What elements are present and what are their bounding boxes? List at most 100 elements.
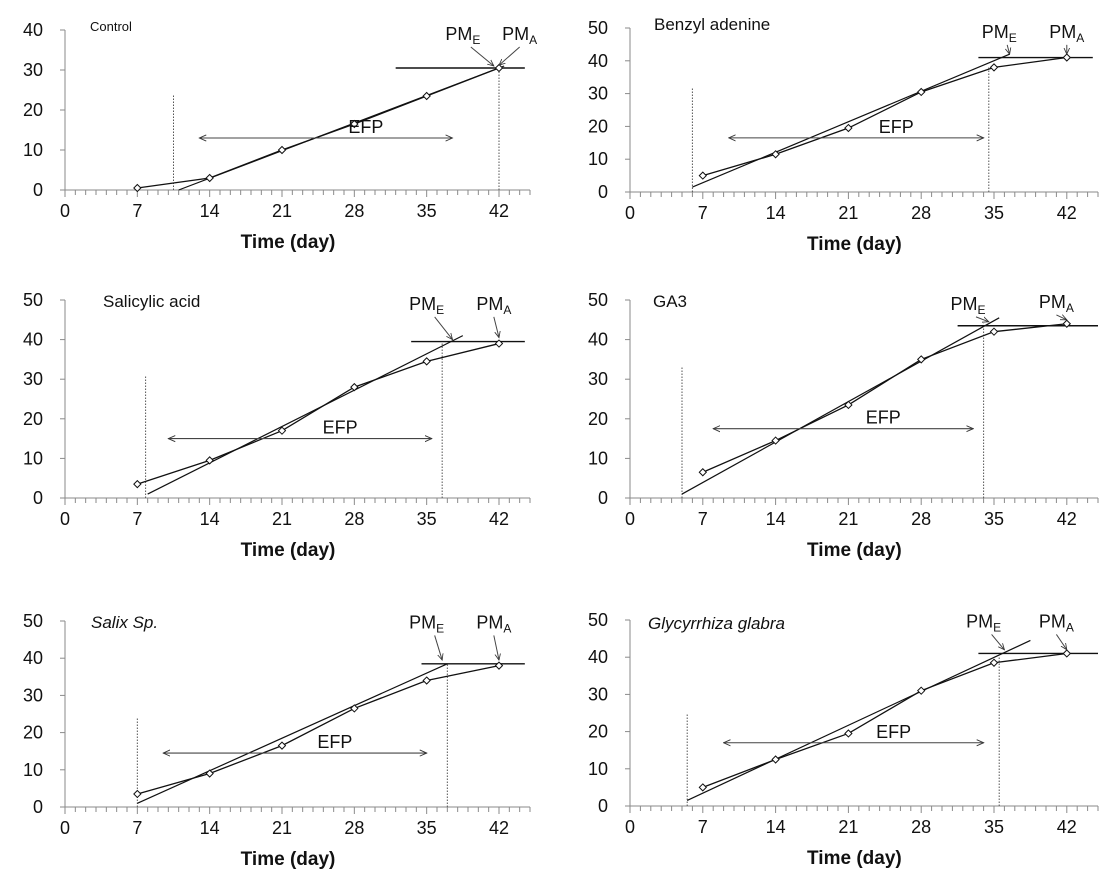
pm-e-label: PME bbox=[445, 24, 480, 47]
data-point bbox=[699, 784, 706, 791]
x-tick-label: 7 bbox=[698, 203, 708, 223]
y-tick-label: 30 bbox=[588, 369, 608, 389]
data-point bbox=[496, 65, 503, 72]
x-tick-label: 21 bbox=[838, 203, 858, 223]
pm-e-arrow bbox=[976, 317, 989, 322]
data-point bbox=[699, 172, 706, 179]
data-point bbox=[134, 790, 141, 797]
x-tick-label: 42 bbox=[489, 818, 509, 838]
efp-label: EFP bbox=[348, 117, 383, 137]
data-point bbox=[991, 64, 998, 71]
chart-title: Glycyrrhiza glabra bbox=[648, 614, 785, 633]
pm-a-arrow bbox=[494, 317, 499, 338]
x-tick-label: 0 bbox=[625, 509, 635, 529]
y-tick-label: 40 bbox=[23, 20, 43, 40]
x-tick-label: 28 bbox=[911, 817, 931, 837]
y-tick-label: 30 bbox=[23, 60, 43, 80]
series-line bbox=[703, 324, 1067, 473]
chart-panel-5: 0 7 14 21 28 35 4201020304050Time (day)Salix S… bbox=[23, 611, 530, 870]
x-tick-label: 28 bbox=[911, 509, 931, 529]
x-tick-label: 35 bbox=[417, 201, 437, 221]
x-tick-label: 0 bbox=[625, 817, 635, 837]
x-tick-label: 0 bbox=[60, 509, 70, 529]
x-tick-label: 21 bbox=[272, 509, 292, 529]
x-tick-label: 28 bbox=[344, 201, 364, 221]
series-line bbox=[137, 666, 499, 794]
chart-title: Salix Sp. bbox=[91, 613, 158, 632]
x-tick-label: 21 bbox=[838, 509, 858, 529]
y-tick-label: 0 bbox=[598, 488, 608, 508]
y-tick-label: 40 bbox=[23, 330, 43, 350]
x-tick-label: 7 bbox=[132, 509, 142, 529]
x-tick-label: 35 bbox=[984, 203, 1004, 223]
fit-line bbox=[687, 640, 1030, 800]
y-tick-label: 10 bbox=[23, 760, 43, 780]
data-point bbox=[845, 730, 852, 737]
y-tick-label: 20 bbox=[23, 409, 43, 429]
chart-panel-4: 0 7 14 21 28 35 4201020304050Time (day)GA3EFPP… bbox=[588, 290, 1098, 561]
pm-a-label: PMA bbox=[1039, 292, 1074, 315]
y-tick-label: 50 bbox=[588, 610, 608, 630]
y-tick-label: 20 bbox=[23, 100, 43, 120]
fit-line bbox=[137, 664, 447, 804]
y-tick-label: 0 bbox=[598, 796, 608, 816]
x-tick-label: 14 bbox=[766, 203, 786, 223]
data-point bbox=[423, 93, 430, 100]
x-tick-label: 35 bbox=[417, 818, 437, 838]
x-tick-label: 0 bbox=[625, 203, 635, 223]
series-line bbox=[137, 68, 499, 188]
data-point bbox=[206, 770, 213, 777]
pm-a-arrow bbox=[499, 47, 520, 65]
y-tick-label: 10 bbox=[23, 448, 43, 468]
x-tick-label: 21 bbox=[272, 201, 292, 221]
x-tick-label: 35 bbox=[984, 509, 1004, 529]
data-point bbox=[279, 742, 286, 749]
y-tick-label: 40 bbox=[588, 647, 608, 667]
y-tick-label: 20 bbox=[588, 409, 608, 429]
x-tick-label: 7 bbox=[698, 817, 708, 837]
x-tick-label: 7 bbox=[132, 201, 142, 221]
x-tick-label: 14 bbox=[200, 201, 220, 221]
data-point bbox=[699, 469, 706, 476]
x-axis-label: Time (day) bbox=[241, 232, 336, 253]
chart-title: Control bbox=[90, 19, 132, 34]
y-tick-label: 30 bbox=[23, 369, 43, 389]
chart-panel-6: 0 7 14 21 28 35 42 0 10 20 30 40 50 Time (day) Glycyrr… bbox=[588, 610, 1098, 869]
x-axis-label: Time (day) bbox=[807, 234, 902, 255]
pm-e-label: PME bbox=[950, 294, 985, 317]
chart-panel-1: 0 7 14 21 28 35 42 0 10 20 30 40 Time (day) Control EF… bbox=[23, 19, 537, 253]
fit-line bbox=[682, 318, 999, 494]
chart-title: Salicylic acid bbox=[103, 292, 200, 311]
pm-e-label: PME bbox=[409, 612, 444, 635]
fit-line bbox=[148, 336, 463, 494]
y-tick-label: 10 bbox=[588, 149, 608, 169]
pm-a-label: PMA bbox=[476, 294, 511, 317]
data-point bbox=[991, 659, 998, 666]
x-tick-label: 21 bbox=[838, 817, 858, 837]
y-tick-label: 0 bbox=[33, 180, 43, 200]
y-tick-label: 40 bbox=[23, 648, 43, 668]
pm-a-arrow bbox=[1056, 634, 1066, 649]
chart-panel-2: 0 7 14 21 28 35 42 0 10 20 30 40 50 Time (day) Benzyl … bbox=[588, 15, 1098, 255]
y-tick-label: 50 bbox=[588, 290, 608, 310]
y-tick-label: 10 bbox=[23, 140, 43, 160]
x-axis-label: Time (day) bbox=[241, 849, 336, 870]
pm-a-arrow bbox=[1056, 315, 1066, 320]
x-tick-label: 42 bbox=[489, 509, 509, 529]
data-point bbox=[845, 125, 852, 132]
data-point bbox=[279, 147, 286, 154]
pm-a-arrow bbox=[494, 635, 499, 660]
y-tick-label: 0 bbox=[33, 488, 43, 508]
fit-line bbox=[692, 54, 1009, 187]
data-point bbox=[1063, 54, 1070, 61]
efp-label: EFP bbox=[879, 117, 914, 137]
series-line bbox=[137, 344, 499, 485]
y-tick-label: 10 bbox=[588, 448, 608, 468]
data-point bbox=[134, 481, 141, 488]
efp-label: EFP bbox=[866, 408, 901, 428]
efp-label: EFP bbox=[317, 732, 352, 752]
y-tick-label: 0 bbox=[598, 182, 608, 202]
y-tick-label: 0 bbox=[33, 797, 43, 817]
y-tick-label: 50 bbox=[588, 18, 608, 38]
pm-a-label: PMA bbox=[1049, 22, 1084, 45]
